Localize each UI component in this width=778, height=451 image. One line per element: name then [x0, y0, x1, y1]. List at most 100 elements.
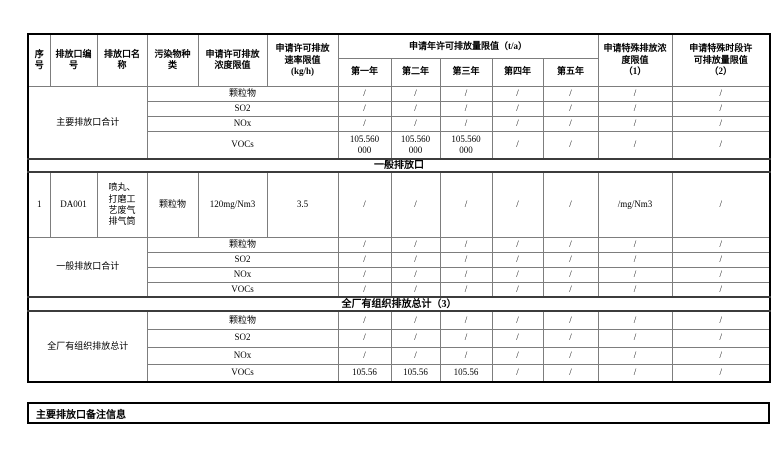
value-cell: / [337, 251, 392, 268]
col-header-annual-limit-group: 申请年许可排放量限值（t/a） [337, 33, 599, 59]
main-outlet-notes-title: 主要排放口备注信息 [36, 409, 126, 421]
col-header-year-5: 第五年 [542, 57, 599, 87]
value-cell: / [671, 266, 771, 283]
col-header-seq: 序号 [27, 33, 51, 87]
pollutant-cell: 颗粒物 [146, 310, 339, 330]
general-outlet-band-label: 一般排放口 [27, 158, 771, 173]
value-cell: / [671, 281, 771, 298]
value-cell: / [542, 130, 599, 160]
outlet-name-cell: 喷丸、 打磨工 艺废气 排气筒 [96, 171, 148, 238]
value-cell: / [491, 236, 544, 253]
value-cell: / [337, 328, 392, 348]
col-header-year-3: 第三年 [439, 57, 493, 87]
outlet-code-cell: DA001 [49, 171, 98, 238]
pollutant-cell: VOCs [146, 281, 339, 298]
value-cell: / [542, 363, 599, 383]
value-cell: / [671, 328, 771, 348]
value-cell: / [337, 281, 392, 298]
header-row-1: 序号 排放口编 号 排放口名 称 污染物种 类 申请许可排放 浓度限值 申请许可… [27, 33, 771, 87]
general-total-label: 一般排放口合计 [27, 236, 148, 298]
plant-total-band-label: 全厂有组织排放总计（3） [27, 296, 771, 312]
value-cell: / [597, 281, 673, 298]
value-cell: / [597, 100, 673, 117]
value-cell: / [390, 328, 441, 348]
outlet-pollutant-cell: 颗粒物 [146, 171, 199, 238]
emission-limits-table: 序号 排放口编 号 排放口名 称 污染物种 类 申请许可排放 浓度限值 申请许可… [27, 33, 772, 383]
value-cell: / [491, 310, 544, 330]
pollutant-cell: NOx [146, 266, 339, 283]
col-header-special-conc: 申请特殊排放浓 度限值 （1） [597, 33, 673, 87]
pollutant-cell: VOCs [146, 130, 339, 160]
value-cell: / [671, 363, 771, 383]
value-cell: / [337, 346, 392, 365]
value-cell: / [337, 310, 392, 330]
pollutant-cell: 颗粒物 [146, 236, 339, 253]
pollutant-cell: NOx [146, 115, 339, 132]
value-cell: / [491, 266, 544, 283]
plant-total-row-pm: 全厂有组织排放总计 颗粒物 / / / / / / / [27, 310, 771, 383]
value-cell: / [671, 100, 771, 117]
value-cell: 105.56 [390, 363, 441, 383]
value-cell: / [491, 281, 544, 298]
value-cell: / [439, 266, 493, 283]
value-cell: / [671, 251, 771, 268]
value-cell: / [439, 85, 493, 102]
value-cell: / [390, 85, 441, 102]
col-header-year-2: 第二年 [390, 57, 441, 87]
col-header-conc-limit: 申请许可排放 浓度限值 [197, 33, 268, 87]
value-cell: /mg/Nm3 [597, 171, 673, 238]
value-cell: / [337, 266, 392, 283]
value-cell: / [491, 363, 544, 383]
value-cell: / [390, 251, 441, 268]
value-cell: / [390, 236, 441, 253]
outlet-seq-cell: 1 [27, 171, 51, 238]
col-header-year-1: 第一年 [337, 57, 392, 87]
value-cell: / [439, 171, 493, 238]
value-cell: 105.560 000 [337, 130, 392, 160]
value-cell: / [671, 130, 771, 160]
col-header-pollutant-type: 污染物种 类 [146, 33, 199, 87]
value-cell: / [337, 115, 392, 132]
pollutant-cell: NOx [146, 346, 339, 365]
value-cell: / [439, 100, 493, 117]
outlet-row-da001: 1 DA001 喷丸、 打磨工 艺废气 排气筒 颗粒物 120mg/Nm3 3.… [27, 171, 771, 238]
main-total-row-vocs: VOCs 105.560 000 105.560 000 105.560 000… [28, 130, 771, 160]
value-cell: / [542, 236, 599, 253]
value-cell: / [439, 281, 493, 298]
value-cell: / [390, 115, 441, 132]
value-cell: / [542, 266, 599, 283]
value-cell: / [671, 236, 771, 253]
value-cell: / [542, 281, 599, 298]
value-cell: / [542, 346, 599, 365]
value-cell: / [439, 346, 493, 365]
value-cell: / [597, 266, 673, 283]
value-cell: / [439, 251, 493, 268]
value-cell: / [337, 85, 392, 102]
value-cell: / [597, 251, 673, 268]
value-cell: / [390, 346, 441, 365]
value-cell: / [439, 115, 493, 132]
value-cell: / [491, 115, 544, 132]
value-cell: / [390, 266, 441, 283]
pollutant-cell: SO2 [146, 328, 339, 348]
value-cell: / [491, 251, 544, 268]
value-cell: / [337, 236, 392, 253]
col-header-special-period: 申请特殊时段许 可排放量限值 （2） [671, 33, 771, 87]
value-cell: / [491, 130, 544, 160]
value-cell: / [542, 115, 599, 132]
main-total-row-nox: NOx / / / / / / / [28, 115, 771, 132]
value-cell: / [390, 100, 441, 117]
value-cell: / [597, 328, 673, 348]
value-cell: / [542, 171, 599, 238]
col-header-outlet-no: 排放口编 号 [49, 33, 98, 87]
value-cell: / [597, 85, 673, 102]
pollutant-cell: SO2 [146, 100, 339, 117]
value-cell: / [671, 310, 771, 330]
pollutant-cell: 颗粒物 [146, 85, 339, 102]
general-total-row-pm: 一般排放口合计 颗粒物 / / / / / / / [27, 236, 771, 298]
main-outlet-notes-box: 主要排放口备注信息 [27, 402, 770, 424]
value-cell: / [491, 100, 544, 117]
value-cell: 105.56 [439, 363, 493, 383]
value-cell: / [542, 328, 599, 348]
main-total-row-pm: 主要排放口合计 颗粒物 / / / / / / / [27, 85, 771, 160]
